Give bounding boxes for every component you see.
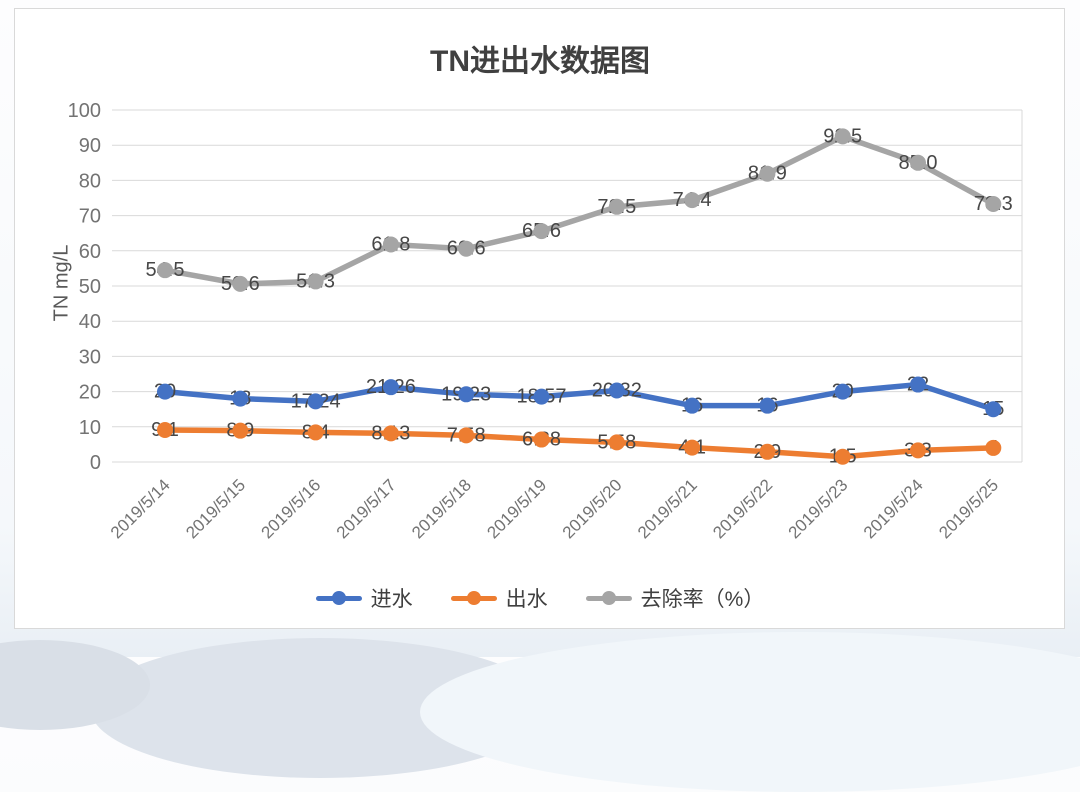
series-line-0: [162, 381, 997, 412]
data-point-2: [985, 195, 1002, 212]
data-point-2: [307, 273, 324, 290]
legend-item-2: 去除率（%）: [585, 583, 765, 613]
chart-svg: 0 10 20 30 40 50 60 70 80 90 100 2019/5/14 2019/5/15…: [68, 100, 1023, 542]
x-tick-label: 2019/5/15: [182, 475, 249, 542]
data-point-0: [834, 383, 851, 400]
y-tick-label: 100: [68, 100, 101, 122]
x-tick-label: 2019/5/22: [709, 475, 776, 542]
y-tick-label: 20: [79, 382, 101, 404]
legend-label: 进水: [370, 588, 413, 611]
y-tick-label: 60: [79, 241, 101, 263]
y-tick-label: 10: [79, 417, 101, 439]
x-tick-label: 2019/5/21: [634, 475, 701, 542]
data-point-0: [382, 379, 399, 396]
data-point-1: [684, 439, 701, 456]
data-point-1: [307, 424, 324, 441]
x-tick-label: 2019/5/14: [107, 475, 174, 542]
data-point-0: [307, 393, 324, 410]
legend-marker-icon: [315, 591, 362, 605]
data-point-0: [684, 397, 701, 414]
data-point-2: [759, 165, 776, 182]
data-point-0: [985, 401, 1002, 418]
legend: 进水 出水 去除率（%）: [0, 583, 1080, 613]
chart-title: TN进出水数据图: [430, 45, 650, 78]
data-point-0: [232, 390, 249, 407]
legend-dot-icon: [466, 591, 481, 605]
data-point-2: [382, 236, 399, 253]
legend-item-1: 出水: [450, 583, 548, 613]
y-axis-title: TN mg/L: [50, 244, 73, 322]
data-point-1: [382, 425, 399, 442]
y-tick-label: 80: [79, 170, 101, 192]
x-tick-label: 2019/5/24: [860, 475, 927, 542]
x-tick-label: 2019/5/20: [559, 475, 626, 542]
y-tick-label: 30: [79, 346, 101, 368]
x-tick-label: 2019/5/17: [333, 475, 400, 542]
legend-dot-icon: [331, 591, 346, 605]
data-point-1: [232, 422, 249, 439]
data-point-0: [157, 383, 173, 400]
data-point-0: [759, 397, 776, 414]
data-point-1: [157, 421, 173, 438]
data-point-1: [608, 434, 625, 451]
data-point-1: [834, 448, 851, 465]
data-point-2: [232, 275, 249, 292]
x-tick-label: 2019/5/19: [483, 475, 550, 542]
data-point-2: [608, 198, 625, 215]
data-point-2: [157, 262, 173, 279]
legend-marker-icon: [450, 591, 497, 605]
data-point-2: [458, 240, 475, 257]
data-point-2: [684, 192, 701, 209]
data-point-0: [910, 376, 926, 393]
series-line-2: [162, 133, 997, 287]
chart-card: [14, 8, 1065, 629]
x-tick-label: 2019/5/18: [408, 475, 475, 542]
y-tick-label: 40: [79, 311, 101, 333]
x-tick-label: 2019/5/25: [935, 475, 1002, 542]
data-point-2: [834, 128, 851, 145]
data-point-1: [533, 431, 550, 448]
data-point-0: [608, 382, 625, 399]
y-tick-label: 50: [79, 276, 101, 298]
y-tick-label: 0: [90, 452, 101, 474]
data-point-1: [985, 439, 1002, 456]
data-point-2: [533, 223, 550, 240]
data-point-1: [759, 443, 776, 460]
data-point-0: [533, 388, 550, 405]
series-line-1: [162, 427, 997, 460]
legend-marker-icon: [585, 591, 632, 605]
data-point-1: [910, 442, 926, 459]
data-point-0: [458, 386, 475, 403]
x-tick-label: 2019/5/23: [785, 475, 852, 542]
legend-label: 去除率（%）: [640, 588, 765, 611]
x-tick-label: 2019/5/16: [258, 475, 325, 542]
data-point-2: [910, 154, 926, 171]
legend-item-0: 进水: [315, 583, 413, 613]
y-tick-label: 90: [79, 135, 101, 157]
y-tick-label: 70: [79, 206, 101, 228]
data-point-1: [458, 427, 475, 444]
legend-dot-icon: [601, 591, 616, 605]
legend-label: 出水: [505, 588, 548, 611]
